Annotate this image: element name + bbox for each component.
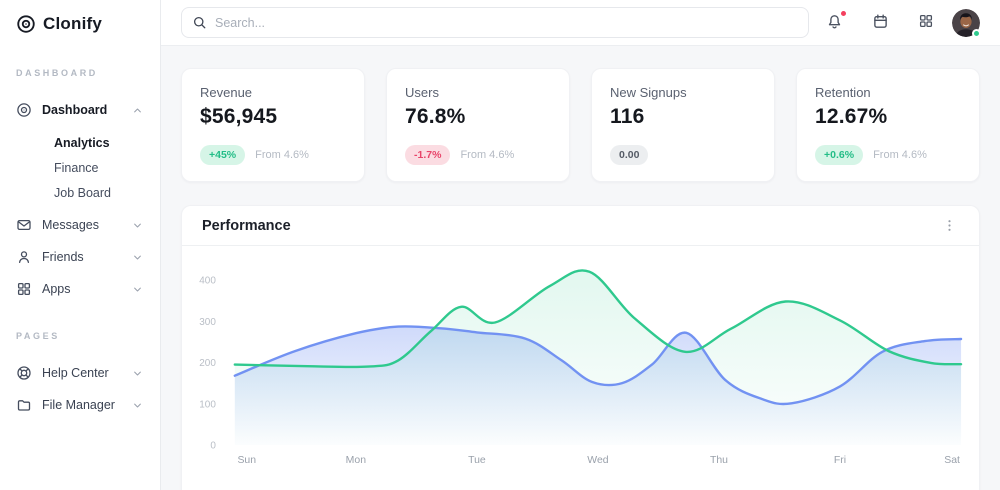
sidebar-nav: DASHBOARD Dashboard Analytics Finance Job Bo… bbox=[16, 68, 144, 417]
y-axis-tick: 200 bbox=[199, 358, 216, 369]
logo[interactable]: Clonify bbox=[16, 14, 144, 34]
x-axis-label: Mon bbox=[346, 455, 367, 466]
kebab-menu-icon[interactable] bbox=[940, 216, 959, 235]
divider bbox=[182, 245, 979, 246]
y-axis-tick: 300 bbox=[199, 317, 216, 328]
calendar-icon bbox=[872, 13, 889, 33]
sidebar-item-apps[interactable]: Apps bbox=[16, 277, 144, 301]
sidebar-subitem-job-board[interactable]: Job Board bbox=[54, 185, 111, 200]
sidebar-section-label: DASHBOARD bbox=[16, 68, 98, 78]
sidebar-item-file-manager[interactable]: File Manager bbox=[16, 393, 144, 417]
y-axis-tick: 400 bbox=[199, 275, 216, 286]
sidebar-submenu: Analytics Finance Job Board bbox=[16, 130, 144, 205]
x-axis-label: Sat bbox=[944, 455, 960, 466]
stat-card-note: From 4.6% bbox=[460, 149, 515, 161]
x-axis-label: Fri bbox=[834, 455, 846, 466]
calendar-button[interactable] bbox=[870, 11, 891, 35]
sidebar-item-help-center[interactable]: Help Center bbox=[16, 361, 144, 385]
sidebar-item-messages[interactable]: Messages bbox=[16, 213, 144, 237]
avatar-image bbox=[952, 8, 980, 37]
x-axis-label: Sun bbox=[237, 455, 256, 466]
stat-card-note: From 4.6% bbox=[255, 149, 309, 161]
performance-card-header: Performance bbox=[182, 206, 979, 245]
apps-grid-button[interactable] bbox=[916, 11, 936, 34]
sidebar-item-label: File Manager bbox=[42, 398, 115, 412]
grid-icon bbox=[16, 281, 32, 297]
change-badge: 0.00 bbox=[610, 145, 649, 165]
stat-card-footer: -1.7% From 4.6% bbox=[405, 145, 551, 165]
stat-card-title: Retention bbox=[815, 85, 871, 100]
topbar bbox=[161, 0, 1000, 46]
series-green-line bbox=[233, 269, 963, 369]
stat-card-title: Users bbox=[405, 85, 439, 100]
stat-card-footer: +45% From 4.6% bbox=[200, 145, 346, 165]
folder-icon bbox=[16, 397, 32, 413]
stat-card-users: Users 76.8% -1.7% From 4.6% bbox=[386, 68, 570, 182]
sidebar-subitem-finance[interactable]: Finance bbox=[54, 160, 99, 175]
notification-dot bbox=[840, 9, 847, 17]
stat-card-new-signups: New Signups 116 0.00 bbox=[591, 68, 775, 182]
chevron-down-icon bbox=[131, 251, 144, 264]
sidebar-item-dashboard[interactable]: Dashboard bbox=[16, 98, 144, 122]
sidebar-item-label: Help Center bbox=[42, 366, 109, 380]
y-axis-tick: 100 bbox=[199, 399, 216, 410]
notifications-button[interactable] bbox=[824, 9, 847, 35]
search-input[interactable] bbox=[215, 15, 798, 30]
stat-card-revenue: Revenue $56,945 +45% From 4.6% bbox=[181, 68, 365, 182]
sidebar-section-label: PAGES bbox=[16, 331, 60, 341]
chevron-down-icon bbox=[131, 283, 144, 296]
change-badge: -1.7% bbox=[405, 145, 451, 165]
stat-card-value: 12.67% bbox=[815, 105, 888, 128]
app-name: Clonify bbox=[43, 14, 103, 33]
bell-icon bbox=[826, 13, 843, 33]
performance-title: Performance bbox=[202, 217, 291, 234]
performance-chart: 0 100 200 300 400 Sun Mon Tue Wed Thu Fri Sat bbox=[199, 269, 963, 466]
sidebar-item-label: Friends bbox=[42, 250, 84, 264]
performance-card: Performance 0 100 200 300 400 Sun Mon Tue Wed Thu… bbox=[181, 205, 980, 490]
x-axis-label: Tue bbox=[468, 455, 486, 466]
sidebar: Clonify DASHBOARD Dashboard Analytics Finan… bbox=[0, 0, 161, 490]
chevron-down-icon bbox=[131, 219, 144, 232]
stat-card-value: 116 bbox=[610, 105, 645, 128]
stat-cards-row: Revenue $56,945 +45% From 4.6% Users 76.8% -1.… bbox=[181, 68, 980, 182]
chevron-down-icon bbox=[131, 399, 144, 412]
sidebar-item-label: Apps bbox=[42, 282, 71, 296]
stat-card-note: From 4.6% bbox=[873, 149, 927, 161]
mail-icon bbox=[16, 217, 32, 233]
content: Revenue $56,945 +45% From 4.6% Users 76.8% -1.… bbox=[161, 46, 1000, 490]
stat-card-retention: Retention 12.67% +0.6% From 4.6% bbox=[796, 68, 980, 182]
sidebar-subitem-analytics[interactable]: Analytics bbox=[54, 135, 110, 150]
stat-card-footer: +0.6% From 4.6% bbox=[815, 145, 961, 165]
search-icon bbox=[192, 15, 207, 30]
topbar-actions bbox=[824, 9, 936, 35]
y-axis-tick: 0 bbox=[210, 440, 216, 451]
sidebar-item-label: Dashboard bbox=[42, 103, 108, 117]
sidebar-item-label: Messages bbox=[42, 218, 99, 232]
chevron-down-icon bbox=[131, 367, 144, 380]
online-status-dot bbox=[972, 28, 981, 38]
x-axis-label: Wed bbox=[587, 455, 608, 466]
series-blue-line bbox=[233, 325, 963, 406]
series-green-area bbox=[234, 270, 962, 445]
chevron-up-icon bbox=[131, 104, 144, 117]
target-icon bbox=[16, 102, 32, 118]
x-axis-label: Thu bbox=[710, 455, 728, 466]
avatar[interactable] bbox=[952, 8, 981, 38]
change-badge: +45% bbox=[200, 145, 246, 165]
stat-card-title: New Signups bbox=[610, 85, 687, 100]
stat-card-value: $56,945 bbox=[200, 105, 278, 128]
change-badge: +0.6% bbox=[815, 145, 864, 165]
main-area: Revenue $56,945 +45% From 4.6% Users 76.8% -1.… bbox=[161, 0, 1000, 490]
stat-card-title: Revenue bbox=[200, 85, 253, 100]
lifebuoy-icon bbox=[16, 365, 32, 381]
stat-card-footer: 0.00 bbox=[610, 145, 756, 165]
logo-target-icon bbox=[16, 14, 36, 34]
stat-card-value: 76.8% bbox=[405, 105, 466, 128]
user-icon bbox=[16, 249, 32, 265]
grid-icon bbox=[918, 13, 934, 32]
search-box[interactable] bbox=[181, 7, 809, 38]
sidebar-item-friends[interactable]: Friends bbox=[16, 245, 144, 269]
